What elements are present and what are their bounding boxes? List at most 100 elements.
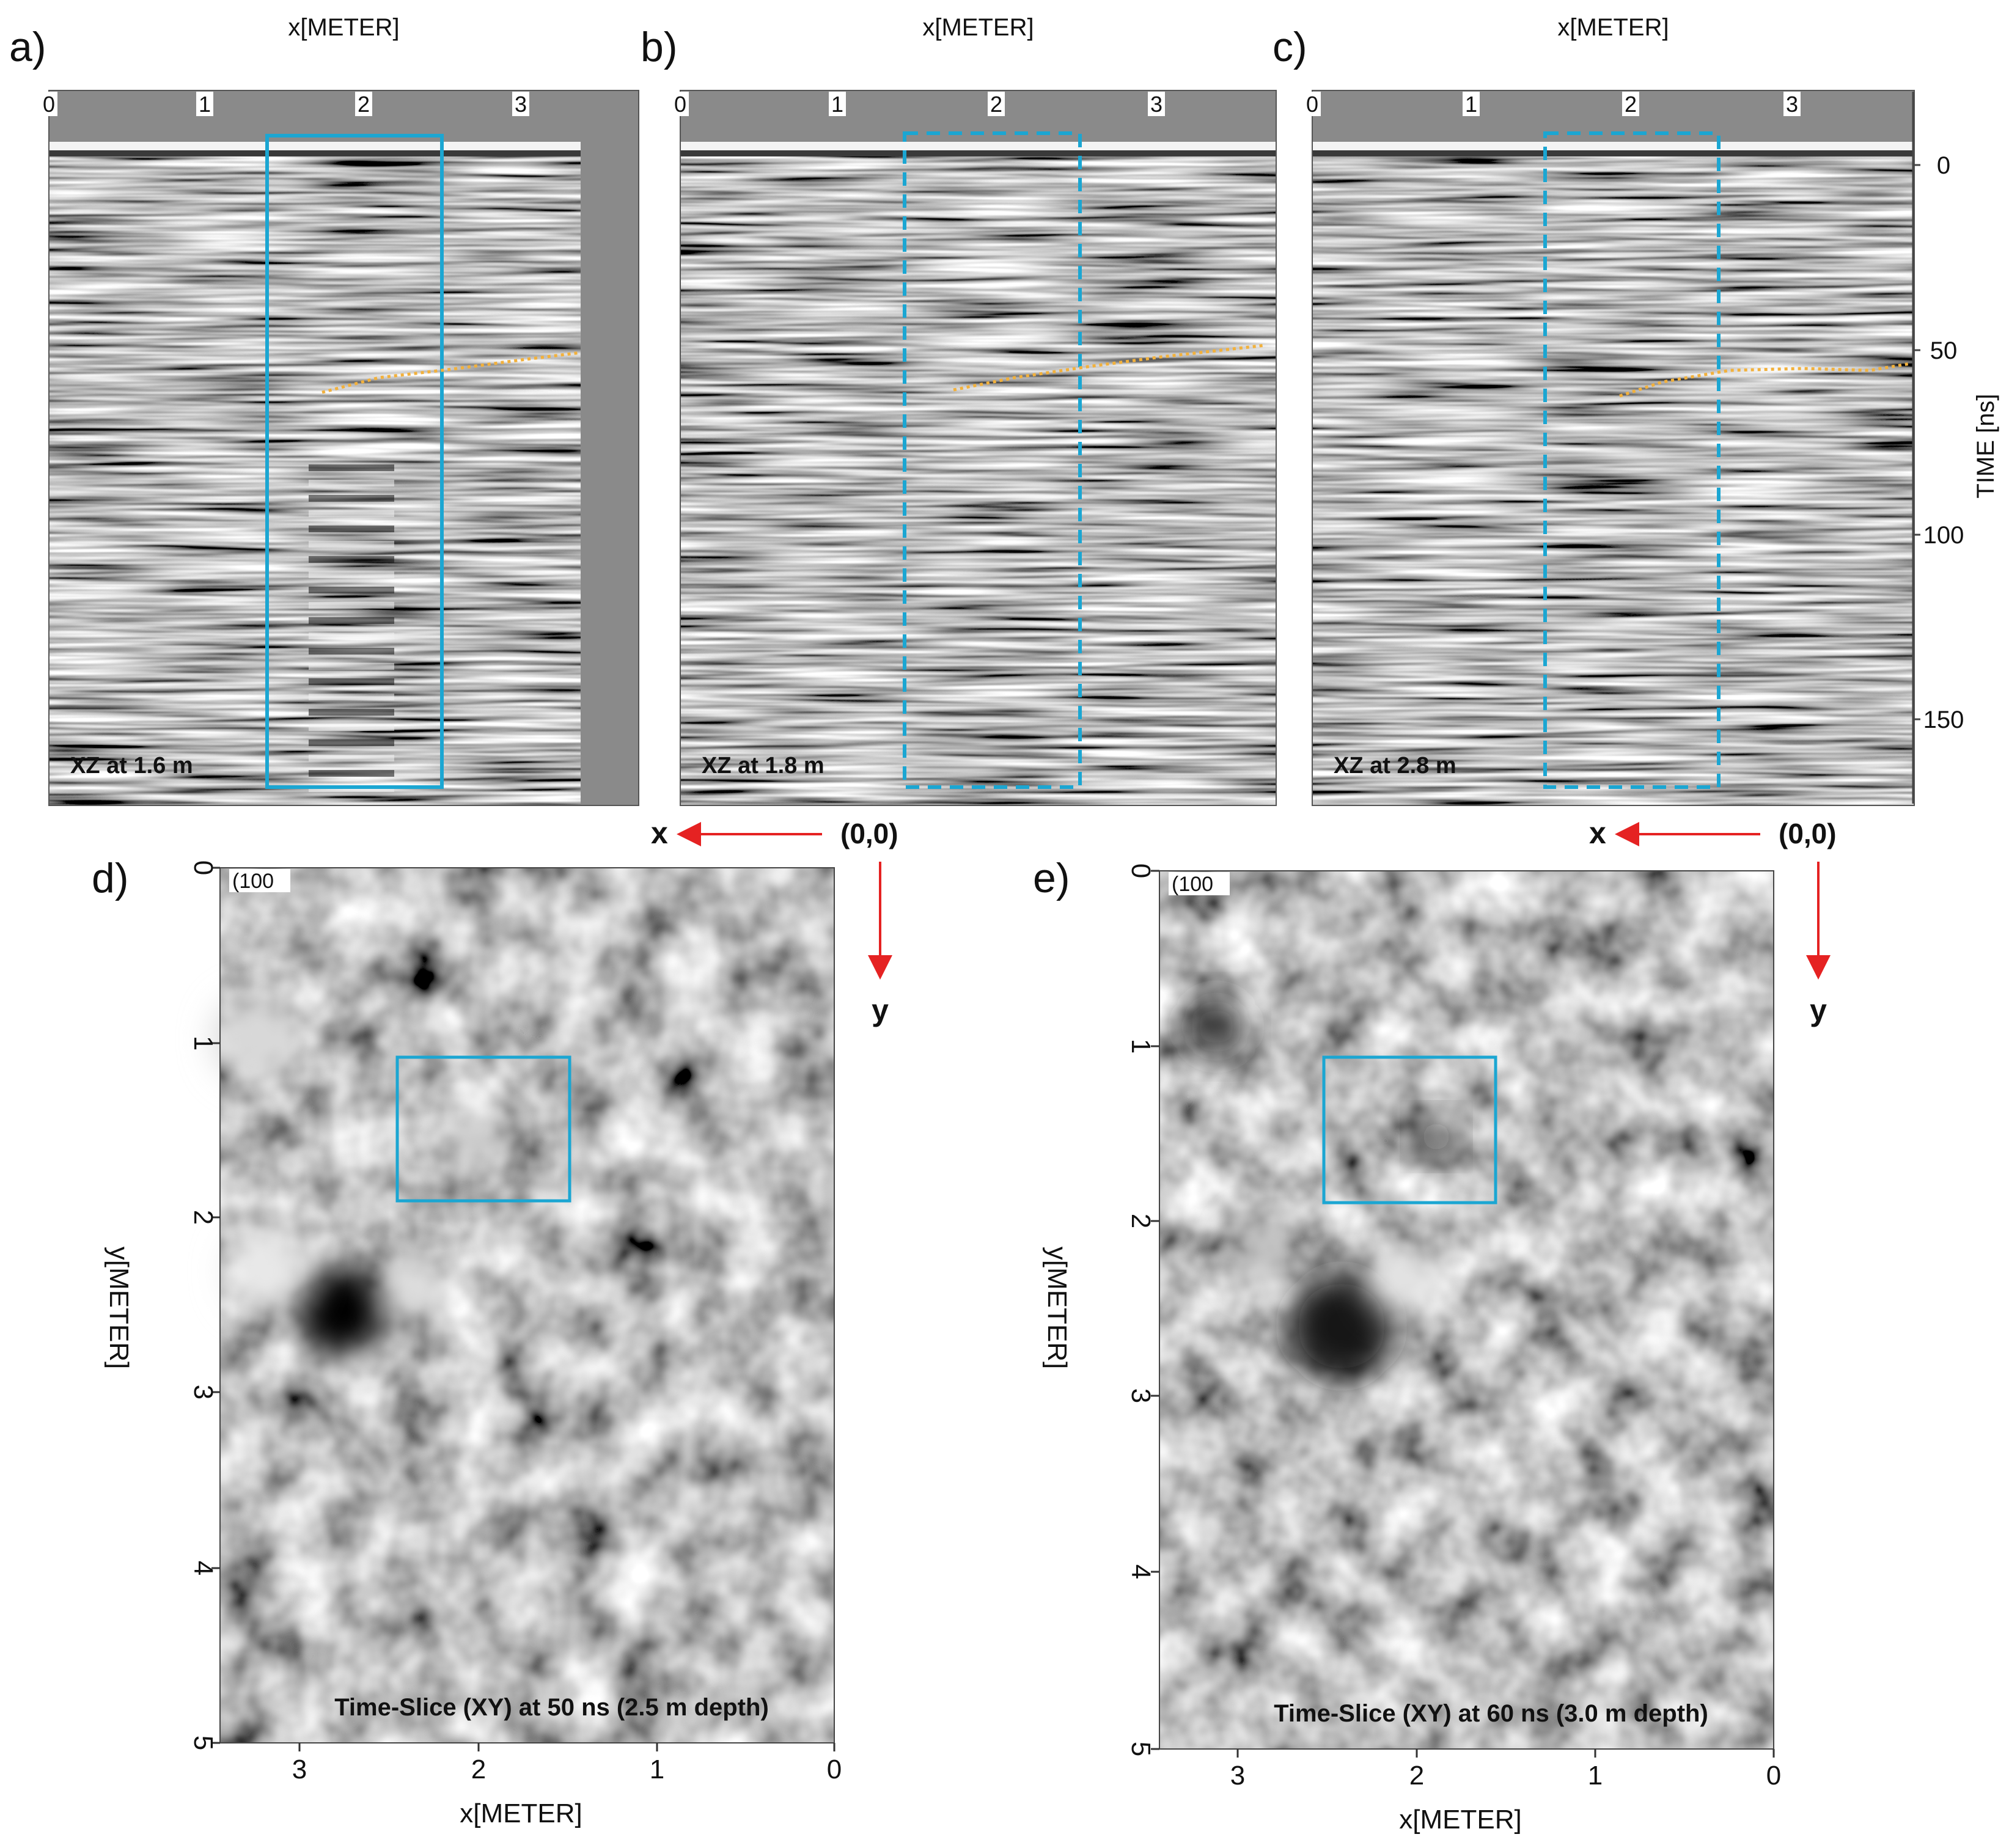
traced-reflector [953,343,1266,392]
target-box [265,134,444,789]
strong-reflection-stripe [309,632,394,639]
y-tick-label: 4 [1126,1564,1156,1579]
strong-reflection-stripe [309,755,394,761]
x-tick-label: 1 [1465,92,1477,117]
corner-label: (100 [232,870,274,893]
x-tick-bg [196,92,213,116]
panel-caption: Time-Slice (XY) at 60 ns (3.0 m depth) [1274,1700,1708,1727]
y-tick-label: 5 [188,1736,218,1750]
x-tick-label: 2 [471,1755,486,1784]
y-tick-label: 2 [188,1210,218,1225]
strong-reflection-stripe [309,510,394,517]
x-tick-bg [40,92,57,116]
panel-letter: c) [1273,24,1307,70]
x-tick-label: 2 [1409,1761,1424,1791]
y-tick-label: 0 [188,860,218,875]
time-slice-image [1159,871,1774,1749]
x-tick-label: 0 [1306,92,1318,117]
time-slice-panel-d: (100 Time-Slice (XY) at 50 ns (2.5 m dept… [92,816,898,1828]
radargram-panel-b: 0 1 2 3 b) x[METER] XZ at 1.8 m [641,14,1277,806]
strong-reflection-stripe [309,770,394,777]
origin-label: (0,0) [1779,818,1837,849]
x-tick-bg [1783,92,1801,116]
panel-frame [48,90,639,806]
panel-letter: a) [9,24,46,70]
time-axis: 0 50 100 150 TIME [ns] [1912,92,1999,804]
origin-label: (0,0) [840,818,898,849]
x-tick-bg [1463,92,1480,116]
anomaly-blob [214,996,299,1082]
corner-label: (100 [1172,873,1213,896]
panel-frame [1159,870,1774,1750]
x-tick-label: 1 [199,92,211,117]
time-tick-label: 150 [1923,706,1964,733]
panel-letter: b) [641,24,677,70]
panel-caption: Time-Slice (XY) at 50 ns (2.5 m depth) [334,1694,769,1721]
x-tick-label: 0 [1766,1761,1781,1791]
strong-reflection-stripe [309,694,394,700]
y-tick-label: 3 [1126,1388,1156,1403]
y-tick-label: 0 [1126,864,1156,878]
strong-reflection-stripe [309,739,394,746]
strong-reflection-stripe [309,571,394,578]
direct-wave-band [680,142,1276,150]
x-tick-label: 0 [827,1755,842,1784]
direct-wave-band [1312,142,1914,150]
y-tick-label: 5 [1126,1742,1156,1756]
panel-caption: XZ at 2.8 m [1334,753,1456,779]
x-tick-bg [1148,92,1165,116]
orientation-indicator: (0,0) x y [1589,816,1837,1027]
y-tick-label: 1 [1126,1039,1156,1054]
y-tick-label: 4 [188,1561,218,1575]
direct-wave-band-dark [49,150,581,156]
strong-reflection-stripe [309,480,394,486]
x-tick-label: 3 [1786,92,1798,117]
time-tick-label: 50 [1930,337,1958,364]
x-tick-bg [1304,92,1321,116]
x-axis-label: x[METER] [1399,1805,1521,1835]
strong-reflection-stripe [309,526,394,532]
panel-frame [219,867,835,1744]
time-tick-label: 0 [1937,152,1950,179]
target-box [1543,131,1721,789]
x-tick-label: 2 [990,92,1002,117]
target-box [903,131,1082,789]
panel-caption: XZ at 1.8 m [702,753,825,779]
x-tick-label: 0 [674,92,686,117]
x-tick-label: 1 [1588,1761,1603,1791]
panel-letter: e) [1033,855,1070,901]
x-axis-title: x[METER] [1557,14,1669,41]
anomaly-blob [296,1265,388,1357]
anomaly-blob [449,1109,504,1164]
y-direction-label: y [1810,993,1827,1027]
direct-wave-band-dark [1312,150,1914,156]
x-tick-label: 3 [515,92,527,117]
anomaly-blob [226,1228,312,1314]
strong-reflection-stripe [309,464,394,471]
y-tick-label: 1 [188,1036,218,1050]
x-tick-bg [988,92,1005,116]
x-tick-bg [355,92,372,116]
radargram-image [680,142,1276,805]
strong-reflection-stripe [309,617,394,624]
anomaly-blob [1418,1118,1455,1155]
y-tick-label: 3 [188,1385,218,1399]
y-direction-label: y [872,993,889,1027]
x-tick-label: 3 [1230,1761,1245,1791]
x-tick-label: 3 [292,1755,307,1784]
strong-reflection-stripe [309,602,394,609]
anomaly-blob [1369,1241,1442,1314]
traced-reflector [1619,362,1911,398]
x-tick-bg [1622,92,1639,116]
anomaly-blob [1189,999,1244,1054]
strong-reflection-stripe [309,556,394,563]
y-tick-label: 2 [1126,1214,1156,1228]
x-tick-label: 1 [650,1755,664,1784]
strong-reflection-stripe [309,495,394,502]
x-axis-label: x[METER] [460,1799,582,1828]
y-axis-label: y[METER] [1042,1247,1072,1369]
anomaly-blob [382,1256,449,1323]
strong-reflection-stripe [309,541,394,548]
radargram-panel-a: 0 1 2 3 a) x[METER] XZ at 1.6 m [9,14,639,806]
anomaly-blob [1287,1271,1397,1381]
